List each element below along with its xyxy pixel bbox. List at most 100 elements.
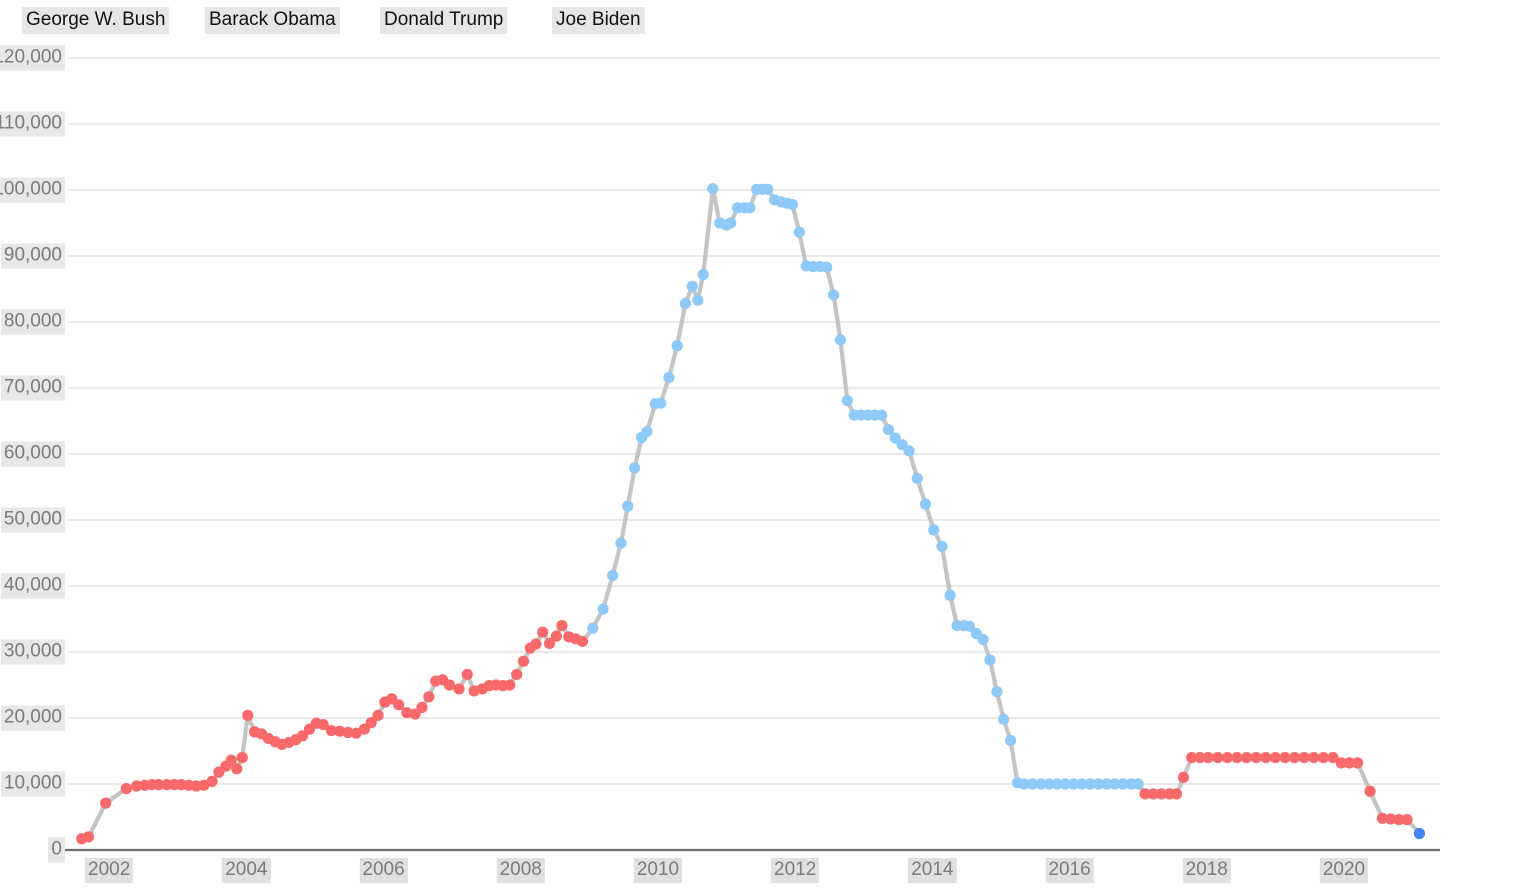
data-point [1132, 778, 1144, 790]
data-point [1279, 752, 1291, 764]
data-point [550, 630, 563, 642]
data-point [1170, 788, 1183, 800]
data-point [998, 713, 1010, 725]
x-tick-label: 2018 [1182, 858, 1231, 883]
data-point [543, 637, 556, 650]
y-tick-label: 40,000 [0, 573, 65, 599]
data-point [1308, 752, 1320, 764]
x-tick-label: 2010 [633, 858, 683, 883]
data-point [876, 409, 888, 421]
data-point [576, 635, 589, 648]
data-point [786, 198, 799, 211]
data-point [1035, 778, 1047, 790]
data-point [1092, 778, 1104, 790]
data-point [120, 783, 132, 795]
data-point [919, 498, 932, 510]
data-point [1385, 813, 1397, 825]
data-point [1139, 788, 1151, 800]
data-point [1298, 752, 1310, 764]
y-tick-label: 30,000 [0, 639, 65, 665]
data-point [1026, 778, 1039, 790]
data-point [504, 679, 516, 691]
x-tick-label: 2012 [771, 858, 820, 883]
data-point [1147, 788, 1159, 800]
data-point [1269, 752, 1281, 764]
data-point [1043, 778, 1055, 790]
data-point [1076, 778, 1088, 790]
data-point [556, 620, 568, 632]
data-point [423, 691, 435, 703]
y-tick-label: 60,000 [0, 441, 65, 467]
data-point [453, 683, 465, 695]
legend-item-joe-biden: Joe Biden [552, 7, 645, 34]
x-tick-label: 2004 [222, 858, 271, 883]
data-point [655, 397, 667, 409]
data-point [461, 668, 473, 681]
y-tick-label: 120,000 [0, 45, 65, 71]
data-point [152, 779, 165, 791]
data-point [1155, 788, 1168, 800]
y-tick-label: 110,000 [0, 111, 65, 137]
data-point [1343, 757, 1356, 769]
data-point [1327, 752, 1339, 764]
data-point [393, 699, 405, 711]
data-point [443, 679, 456, 691]
data-point [1177, 771, 1190, 784]
data-point [342, 726, 354, 739]
data-point [697, 268, 709, 281]
data-point [1221, 752, 1233, 764]
data-point [401, 707, 413, 719]
legend-item-donald-trump: Donald Trump [380, 7, 508, 34]
data-point [991, 686, 1003, 698]
data-point [517, 655, 530, 667]
data-point [827, 289, 840, 301]
data-point [1059, 778, 1072, 790]
data-point [928, 524, 940, 536]
y-tick-label: 10,000 [0, 771, 65, 797]
data-point [629, 462, 641, 474]
data-point [707, 183, 719, 195]
y-tick-label: 90,000 [0, 243, 65, 269]
data-point [944, 589, 956, 601]
data-point [1004, 734, 1017, 747]
data-point [903, 445, 915, 457]
data-point [1018, 778, 1030, 790]
y-tick-label: 80,000 [0, 309, 65, 335]
data-point [206, 775, 218, 787]
data-point [834, 334, 847, 346]
data-point [530, 638, 542, 650]
data-point [882, 423, 895, 436]
data-point [372, 709, 384, 721]
data-point [1393, 814, 1405, 826]
administration-legend: George W. Bush Barack Obama Donald Trump Jo… [0, 0, 1536, 40]
data-point [317, 719, 329, 731]
legend-item-barack-obama: Barack Obama [205, 7, 340, 34]
data-point [686, 280, 698, 292]
data-point [615, 537, 627, 549]
data-point [1068, 778, 1080, 790]
data-point [416, 701, 428, 714]
data-point [1202, 752, 1214, 764]
data-point [692, 294, 704, 306]
data-point [963, 620, 976, 632]
data-point [587, 622, 599, 634]
y-tick-label: 70,000 [0, 375, 65, 401]
data-point [1109, 778, 1121, 790]
y-tick-label: 0 [48, 837, 65, 863]
data-point [641, 425, 653, 438]
data-point [622, 500, 634, 512]
data-point [537, 626, 549, 638]
data-point [1376, 812, 1388, 824]
data-point [1051, 778, 1063, 790]
data-point [725, 217, 737, 229]
data-point [841, 394, 853, 407]
x-tick-label: 2006 [359, 858, 408, 883]
data-point [762, 183, 774, 195]
data-point [1084, 778, 1096, 790]
data-point [1317, 752, 1329, 764]
data-point [911, 472, 923, 485]
data-point [236, 752, 248, 764]
data-point [100, 797, 112, 809]
legend-item-george-w-bush: George W. Bush [22, 7, 170, 34]
